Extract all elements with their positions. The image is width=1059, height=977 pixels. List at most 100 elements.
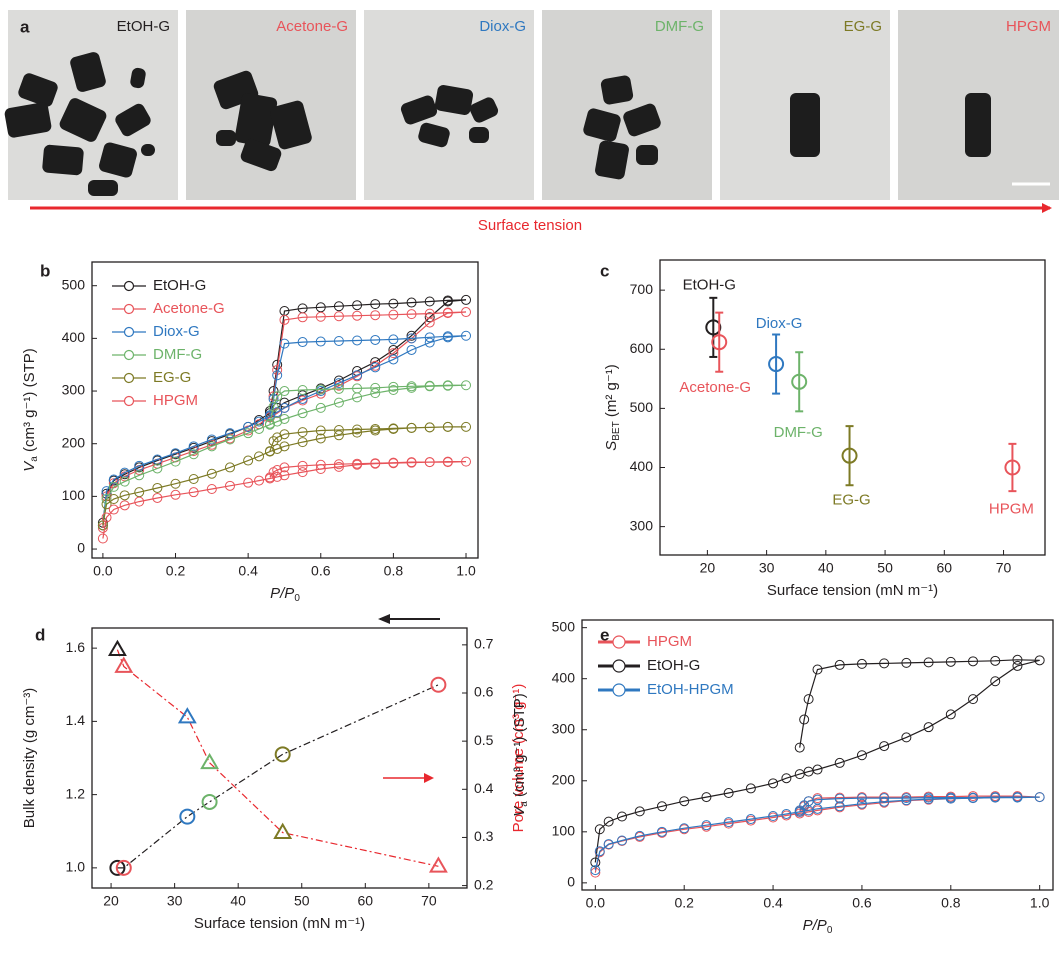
y-tick-label: 300 bbox=[630, 517, 654, 533]
x-tick-label: 0.2 bbox=[166, 563, 186, 579]
y-tick-label: 1.2 bbox=[66, 785, 86, 801]
photo-label: Acetone-G bbox=[276, 18, 348, 35]
panel-label: c bbox=[600, 261, 609, 280]
legend-marker bbox=[613, 684, 625, 696]
photo-label: Diox-G bbox=[479, 18, 526, 35]
label-part: (cm³ g⁻¹) (STP) bbox=[21, 348, 38, 456]
legend-marker bbox=[125, 305, 134, 314]
legend-marker bbox=[125, 397, 134, 406]
axis-label: SBET (m² g⁻¹) bbox=[603, 364, 622, 451]
panel-label: b bbox=[40, 261, 50, 280]
point-label: EG-G bbox=[832, 492, 870, 509]
y2-tick-label: 0.6 bbox=[474, 684, 494, 700]
plot-frame bbox=[660, 260, 1045, 555]
legend-marker bbox=[613, 660, 625, 672]
label-part: S bbox=[603, 441, 620, 451]
label-part: BET bbox=[611, 421, 622, 440]
legend-label: EtOH-G bbox=[153, 277, 206, 294]
sample-piece bbox=[88, 180, 118, 196]
y-tick-label: 500 bbox=[552, 618, 576, 634]
legend-label: EG-G bbox=[153, 369, 191, 386]
x-tick-label: 70 bbox=[996, 560, 1012, 576]
y-tick-label: 1.6 bbox=[66, 639, 86, 655]
plot-frame bbox=[92, 628, 467, 888]
y-tick-label: 100 bbox=[552, 823, 576, 839]
marker bbox=[1005, 461, 1019, 475]
x-tick-label: 0.4 bbox=[763, 895, 783, 911]
legend-label: DMF-G bbox=[153, 346, 202, 363]
y2-tick-label: 0.4 bbox=[474, 780, 494, 796]
y-tick-label: 600 bbox=[630, 340, 654, 356]
y2-tick-label: 0.5 bbox=[474, 732, 494, 748]
y-tick-label: 1.4 bbox=[66, 712, 86, 728]
point-label: DMF-G bbox=[774, 424, 823, 441]
legend-label: Acetone-G bbox=[153, 300, 225, 317]
axis-label: Va (cm³ g⁻¹) (STP) bbox=[21, 348, 40, 471]
photo-label: EG-G bbox=[844, 18, 882, 35]
x-tick-label: 0.0 bbox=[93, 563, 113, 579]
x-tick-label: 70 bbox=[421, 893, 437, 909]
marker bbox=[712, 335, 726, 349]
axis-label: Surface tension (mN m⁻¹) bbox=[194, 915, 365, 932]
axis-label: Surface tension (mN m⁻¹) bbox=[767, 582, 938, 599]
photo bbox=[542, 10, 712, 200]
panel-label: a bbox=[20, 17, 30, 36]
y2-tick-label: 0.3 bbox=[474, 828, 494, 844]
x-tick-label: 60 bbox=[358, 893, 374, 909]
series-line bbox=[103, 336, 466, 526]
photo-label: DMF-G bbox=[655, 18, 704, 35]
legend-label: HPGM bbox=[153, 392, 198, 409]
point-label: HPGM bbox=[989, 500, 1034, 517]
x-tick-label: 0.8 bbox=[384, 563, 404, 579]
photo-label: HPGM bbox=[1006, 18, 1051, 35]
x-tick-label: 50 bbox=[294, 893, 310, 909]
marker bbox=[431, 858, 446, 871]
series-line bbox=[595, 796, 1039, 873]
marker bbox=[202, 755, 217, 768]
x-tick-label: 30 bbox=[167, 893, 183, 909]
point-label: Diox-G bbox=[756, 315, 803, 332]
x-tick-label: 30 bbox=[759, 560, 775, 576]
y-tick-label: 1.0 bbox=[66, 859, 86, 875]
marker bbox=[843, 449, 857, 463]
sample-piece bbox=[636, 145, 658, 165]
x-tick-label: 0.0 bbox=[586, 895, 606, 911]
y-tick-label: 0 bbox=[77, 540, 85, 556]
x-tick-label: 40 bbox=[818, 560, 834, 576]
x-tick-label: 20 bbox=[103, 893, 119, 909]
x-tick-label: 0.6 bbox=[852, 895, 872, 911]
label-part: 0 bbox=[827, 925, 833, 936]
legend-label: HPGM bbox=[647, 633, 692, 650]
y-tick-label: 100 bbox=[62, 487, 86, 503]
y-tick-label: 300 bbox=[552, 720, 576, 736]
axis-label: Bulk density (g cm⁻³) bbox=[21, 688, 38, 828]
axis-label: P/P0 bbox=[803, 917, 833, 936]
y-tick-label: 400 bbox=[630, 458, 654, 474]
photo-label: EtOH-G bbox=[117, 18, 170, 35]
sample-piece bbox=[790, 93, 820, 157]
label-part: (cm³ g⁻¹) (STP) bbox=[511, 693, 528, 801]
legend-marker bbox=[125, 351, 134, 360]
x-tick-label: 0.2 bbox=[674, 895, 694, 911]
sample-piece bbox=[42, 144, 84, 175]
y-tick-label: 700 bbox=[630, 281, 654, 297]
x-tick-label: 40 bbox=[230, 893, 246, 909]
legend-marker bbox=[125, 282, 134, 291]
legend-marker bbox=[613, 636, 625, 648]
marker bbox=[706, 320, 720, 334]
y-tick-label: 500 bbox=[630, 399, 654, 415]
y-tick-label: 300 bbox=[62, 382, 86, 398]
point-label: Acetone-G bbox=[679, 379, 751, 396]
y-tick-label: 400 bbox=[62, 329, 86, 345]
y2-tick-label: 0.2 bbox=[474, 876, 494, 892]
x-tick-label: 50 bbox=[877, 560, 893, 576]
x-tick-label: 60 bbox=[937, 560, 953, 576]
legend-marker bbox=[125, 374, 134, 383]
x-tick-label: 0.6 bbox=[311, 563, 331, 579]
x-tick-label: 0.4 bbox=[238, 563, 258, 579]
arrow-label: Surface tension bbox=[478, 217, 582, 234]
panel-label: d bbox=[35, 625, 45, 644]
label-part: (m² g⁻¹) bbox=[603, 364, 620, 421]
y-tick-label: 200 bbox=[62, 434, 86, 450]
x-tick-label: 1.0 bbox=[1030, 895, 1050, 911]
